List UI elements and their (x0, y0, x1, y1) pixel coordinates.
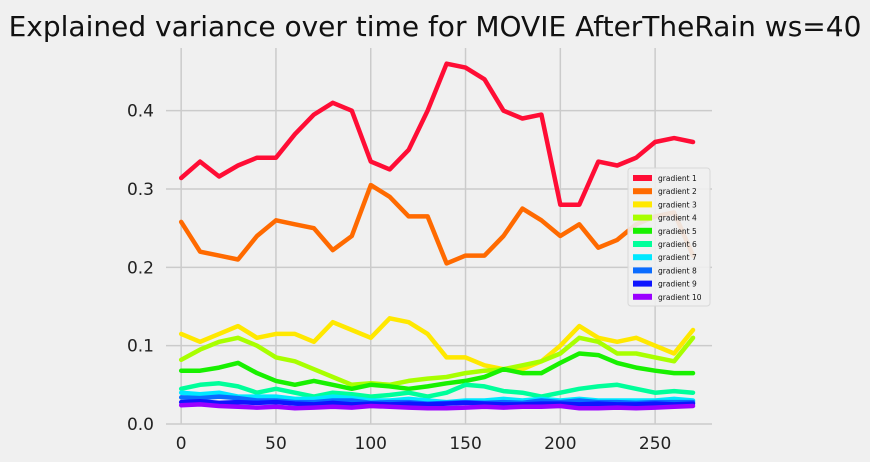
series-line-3 (178, 316, 696, 372)
x-tick-label: 50 (265, 434, 287, 454)
series-line-4 (178, 335, 696, 388)
series-line-2 (178, 182, 696, 266)
series-line-1 (178, 61, 696, 207)
x-tick-label: 250 (639, 434, 671, 454)
legend-swatch (633, 267, 652, 274)
legend-label: gradient 3 (658, 200, 697, 209)
legend-swatch (633, 293, 652, 300)
legend-label: gradient 7 (658, 253, 697, 262)
series-lines (178, 61, 696, 411)
y-tick-label: 0.2 (127, 258, 154, 278)
y-tick-label: 0.3 (127, 180, 154, 200)
x-tick-label: 200 (544, 434, 576, 454)
x-axis: 0 50 100 150 200 250 (176, 434, 672, 454)
x-tick-label: 0 (176, 434, 187, 454)
legend-label: gradient 8 (658, 266, 697, 275)
legend-swatch (633, 280, 652, 287)
x-tick-label: 100 (355, 434, 387, 454)
legend: gradient 1 gradient 2 gradient 3 gradient 4… (627, 167, 711, 307)
y-tick-label: 0.0 (127, 415, 154, 435)
series-line-6 (178, 381, 696, 399)
legend-label: gradient 6 (658, 240, 697, 249)
series-line-9 (178, 399, 696, 407)
legend-swatch (633, 175, 652, 181)
legend-label: gradient 9 (658, 280, 697, 289)
legend-swatch (633, 254, 652, 261)
legend-swatch (633, 241, 652, 247)
legend-swatch (633, 201, 652, 208)
y-tick-label: 0.4 (127, 102, 154, 122)
legend-label: gradient 1 (658, 174, 697, 183)
series-line-5 (178, 351, 696, 392)
series-line-10 (178, 402, 696, 411)
chart-title: Explained variance over time for MOVIE A… (9, 10, 862, 43)
legend-label: gradient 10 (658, 293, 702, 302)
y-tick-label: 0.1 (127, 337, 154, 357)
y-axis: 0.0 0.1 0.2 0.3 0.4 (127, 102, 154, 435)
legend-label: gradient 5 (658, 227, 697, 236)
legend-label: gradient 2 (658, 187, 697, 196)
legend-swatch (633, 227, 652, 234)
x-tick-label: 150 (449, 434, 481, 454)
legend-swatch (633, 188, 652, 195)
legend-swatch (633, 214, 652, 221)
legend-label: gradient 4 (658, 214, 697, 223)
